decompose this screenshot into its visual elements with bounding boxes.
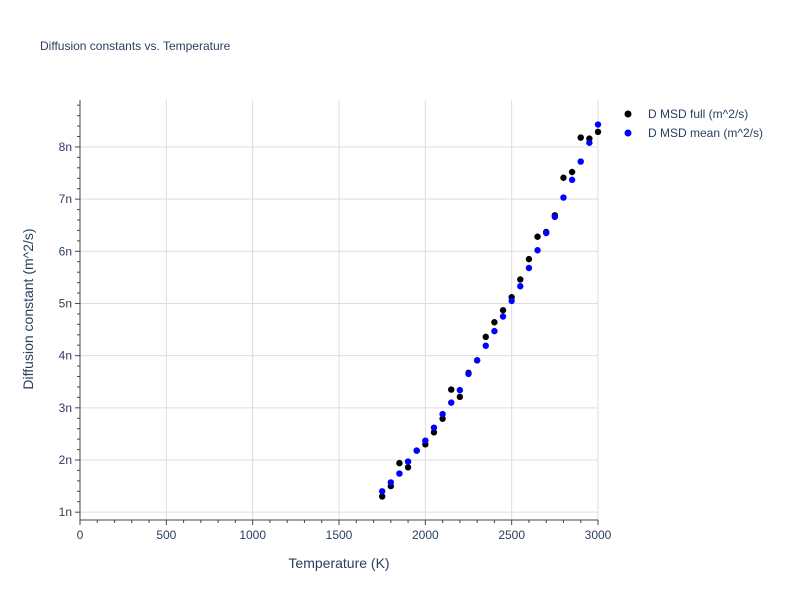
grid [80,100,599,520]
point-mean[interactable] [499,313,507,320]
point-mean[interactable] [508,297,515,305]
x-tick-label: 2500 [498,528,525,542]
point-full[interactable] [517,276,524,283]
point-mean[interactable] [465,370,472,378]
series-0 [378,128,602,500]
legend-marker-full [624,110,632,118]
point-mean[interactable] [404,458,412,465]
legend-marker-mean [624,129,632,137]
x-tick-label: 2000 [412,528,439,542]
point-full[interactable] [448,386,455,393]
legend-item-full[interactable]: D MSD full (m^2/s) [624,107,749,121]
point-mean[interactable] [543,229,550,237]
x-tick-label: 1500 [326,528,353,542]
y-tick-label: 7n [59,192,72,206]
legend[interactable]: D MSD full (m^2/s) D MSD mean (m^2/s) [624,107,763,140]
point-full[interactable] [430,429,438,436]
point-full[interactable] [525,255,533,263]
x-tick-label: 0 [77,528,84,542]
point-mean[interactable] [456,386,464,394]
point-full[interactable] [568,168,576,176]
point-full[interactable] [404,464,412,471]
y-tick-label: 1n [59,505,72,519]
x-tick-label: 3000 [585,528,612,542]
x-axis-title: Temperature (K) [288,555,389,571]
point-full[interactable] [491,319,498,326]
x-tick-label: 1000 [239,528,266,542]
point-full[interactable] [378,493,386,500]
point-full[interactable] [499,307,507,314]
y-axis-title: Diffusion constant (m^2/s) [20,228,36,389]
point-mean[interactable] [577,158,584,165]
axes: 0 500 1000 1500 2000 2500 3000 1n 2n 3n 4n 5n 6n 7n 8n [59,100,612,542]
point-mean[interactable] [560,194,567,201]
point-mean[interactable] [482,342,489,349]
point-mean[interactable] [594,121,602,128]
point-mean[interactable] [534,247,541,254]
point-mean[interactable] [586,139,593,146]
point-mean[interactable] [491,327,498,335]
point-full[interactable] [594,128,602,136]
y-tick-label: 5n [59,296,72,310]
point-full[interactable] [577,134,584,141]
point-full[interactable] [560,174,567,181]
legend-label-mean: D MSD mean (m^2/s) [648,126,763,140]
series-1 [378,121,602,495]
legend-item-mean[interactable]: D MSD mean (m^2/s) [624,126,763,140]
point-full[interactable] [482,333,489,341]
point-full[interactable] [439,415,446,422]
point-mean[interactable] [422,437,429,444]
point-mean[interactable] [517,283,524,290]
point-full[interactable] [534,233,541,240]
point-full[interactable] [456,393,464,401]
point-mean[interactable] [525,264,533,272]
point-mean[interactable] [396,470,403,477]
y-tick-label: 4n [59,349,72,363]
x-tick-label: 500 [156,528,176,542]
chart-title: Diffusion constants vs. Temperature [40,39,231,53]
point-mean[interactable] [473,357,481,364]
point-full[interactable] [396,459,403,467]
y-tick-label: 3n [59,401,72,415]
point-mean[interactable] [551,213,559,221]
y-tick-label: 6n [59,244,72,258]
point-mean[interactable] [387,479,394,486]
point-mean[interactable] [378,488,386,495]
point-mean[interactable] [439,410,446,418]
data-points [378,121,602,500]
y-tick-label: 2n [59,453,72,467]
y-tick-label: 8n [59,140,72,154]
point-mean[interactable] [430,424,438,431]
point-mean[interactable] [448,399,455,406]
point-mean[interactable] [568,176,576,184]
legend-label-full: D MSD full (m^2/s) [648,107,748,121]
point-mean[interactable] [413,447,420,454]
